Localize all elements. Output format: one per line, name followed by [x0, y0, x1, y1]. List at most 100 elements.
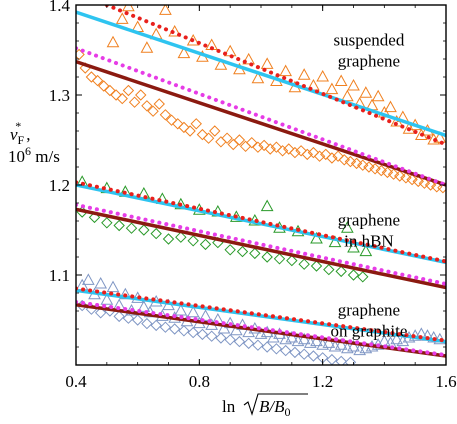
diamond-point: [91, 74, 104, 87]
diamond-point: [131, 314, 144, 326]
line-hbn-red-dot: [76, 180, 446, 264]
line-gr-mag-dot: [76, 300, 446, 358]
diamond-point: [150, 227, 162, 240]
x-axis-expr: B/B0: [259, 397, 291, 419]
triangle-point: [106, 35, 120, 48]
diamond-point: [252, 141, 264, 153]
diamond-point: [85, 71, 98, 83]
diamond-point: [338, 154, 350, 166]
y-tick-label: 1.1: [49, 266, 70, 285]
diamond-point: [159, 321, 172, 333]
diamond-point: [406, 173, 418, 186]
annotation-label: graphene: [338, 301, 400, 320]
diamond-point: [233, 134, 246, 146]
diamond-point: [261, 341, 273, 353]
diamond-point: [246, 136, 258, 149]
diamond-point: [178, 121, 190, 134]
diamond-point: [363, 161, 375, 173]
diamond-point: [252, 339, 264, 351]
diamond-point: [249, 247, 261, 260]
diamond-point: [190, 118, 202, 130]
triangle-point: [359, 244, 373, 257]
diamond-point: [335, 355, 347, 365]
triangle-point: [340, 221, 354, 233]
triangle-point: [266, 330, 280, 343]
diamond-point: [113, 219, 125, 232]
diamond-point: [122, 84, 135, 97]
triangle-point: [390, 332, 404, 345]
diamond-point: [221, 132, 233, 144]
triangle-point: [94, 276, 108, 289]
triangle-point: [100, 293, 114, 305]
triangle-point: [347, 339, 360, 352]
triangle-point: [285, 330, 299, 343]
diamond-point: [141, 100, 153, 112]
y-tick-label: 1.4: [49, 0, 71, 15]
annotation-label: graphene: [338, 52, 400, 71]
triangle-point: [310, 231, 323, 244]
triangle-point: [214, 58, 228, 70]
triangle-point: [186, 305, 200, 318]
series-gr-diamonds: [76, 299, 357, 365]
diamond-point: [150, 319, 162, 332]
triangle-point: [340, 89, 354, 102]
axis-ticks: 0.4 0.8 1.2 1.6 1.1 1.2 1.3 1.4: [49, 0, 457, 391]
diamond-point: [298, 348, 310, 360]
triangle-point: [177, 46, 191, 59]
diamond-point: [332, 150, 344, 162]
data-layer: [76, 5, 446, 365]
diamond-point: [418, 177, 431, 189]
triangle-point: [334, 74, 348, 86]
diamond-point: [147, 105, 159, 117]
diamond-point: [258, 139, 270, 152]
diamond-point: [205, 330, 218, 342]
triangle-point: [402, 122, 416, 134]
diamond-point: [289, 146, 301, 159]
line-gr-red-dot: [76, 286, 446, 343]
diamond-point: [357, 271, 369, 283]
triangle-point: [137, 300, 151, 312]
diamond-point: [310, 260, 323, 272]
diamond-point: [184, 125, 196, 137]
triangle-point: [260, 57, 274, 69]
diamond-point: [279, 344, 292, 357]
y-axis-units: 106 m/s: [8, 144, 60, 166]
diamond-point: [104, 84, 116, 97]
diamond-point: [88, 211, 101, 224]
diamond-point: [307, 350, 320, 362]
triangle-point: [106, 280, 120, 293]
diamond-point: [289, 346, 301, 359]
triangle-point: [297, 68, 311, 80]
x-tick-label: 0.8: [189, 372, 210, 391]
diamond-point: [196, 128, 209, 141]
y-axis-title: vF*,: [10, 119, 30, 147]
diamond-point: [209, 125, 221, 137]
x-tick-label: 1.6: [435, 372, 456, 391]
diamond-point: [369, 163, 381, 175]
sqrt-sign: [243, 393, 308, 416]
x-axis-title: ln B/B0: [222, 393, 308, 419]
annotation-label: in hBN: [344, 232, 394, 251]
diamond-point: [116, 92, 128, 105]
line-susp-mag-dot: [76, 46, 446, 187]
line-hbn-mag-dot: [76, 202, 446, 286]
triangle-point: [396, 334, 410, 347]
diamond-point: [344, 356, 357, 365]
triangle-point: [279, 64, 293, 77]
triangle-point: [384, 100, 397, 113]
triangle-point: [242, 52, 256, 65]
diamond-point: [159, 109, 172, 121]
diamond-point: [350, 157, 363, 170]
triangle-point: [140, 41, 154, 53]
diamond-point: [187, 326, 199, 339]
diamond-point: [347, 269, 360, 281]
diamond-point: [122, 312, 135, 324]
diamond-point: [437, 181, 446, 194]
annotations: suspended graphene graphene in hBN graphene o…: [330, 31, 407, 341]
series-gr-triangles: [76, 273, 446, 356]
diamond-point: [412, 175, 424, 188]
triangle-point: [174, 197, 188, 210]
diamond-point: [313, 150, 326, 162]
diamond-point: [295, 145, 307, 157]
